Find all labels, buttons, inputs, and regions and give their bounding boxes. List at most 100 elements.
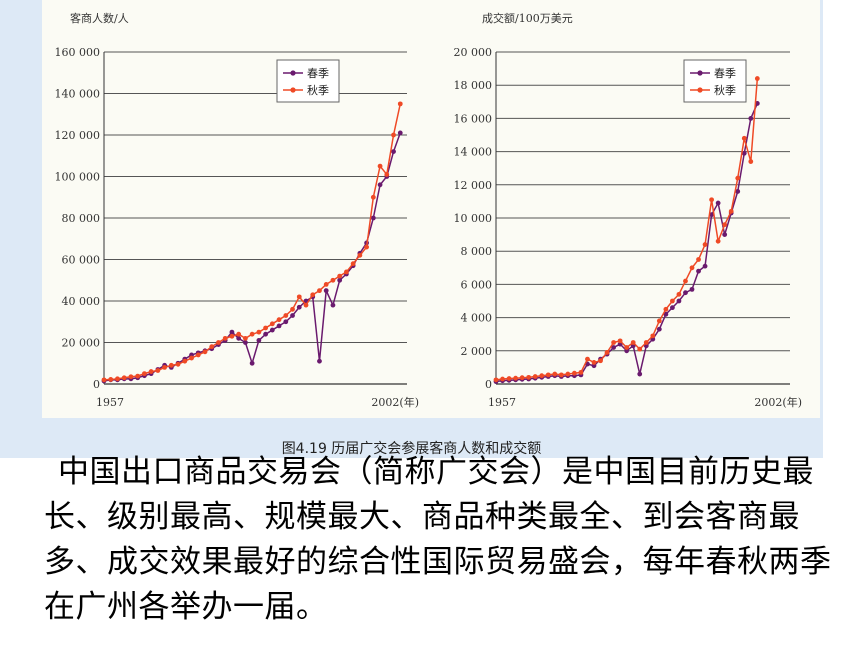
y-tick-label: 160 000 [55, 46, 101, 59]
data-point-autumn [650, 333, 656, 339]
data-point-autumn [263, 325, 268, 331]
data-point-spring [337, 277, 343, 283]
data-point-autumn [572, 370, 577, 376]
data-point-autumn [276, 317, 282, 323]
data-point-autumn [303, 302, 309, 308]
data-point-autumn [506, 376, 512, 381]
data-point-autumn [283, 313, 289, 318]
data-point-autumn [624, 345, 630, 350]
data-point-autumn [500, 376, 505, 382]
data-point-autumn [611, 340, 616, 345]
data-point-spring [656, 326, 662, 332]
data-point-spring [702, 263, 708, 269]
data-point-spring [256, 338, 262, 343]
legend-marker [697, 70, 703, 76]
data-point-autumn [397, 101, 403, 107]
data-point-spring [263, 331, 268, 337]
figure-caption: 图4.19 历届广交会参展客商人数和成交额 [281, 441, 542, 457]
series-line-spring [103, 132, 401, 382]
data-point-autumn [249, 331, 255, 337]
data-point-spring [709, 212, 714, 218]
data-point-autumn [702, 242, 708, 247]
data-point-spring [715, 200, 721, 206]
data-point-autumn [155, 368, 161, 373]
data-point-spring [283, 319, 289, 325]
data-point-spring [317, 358, 322, 364]
data-point-autumn [101, 377, 107, 383]
data-point-autumn [519, 375, 525, 381]
data-point-autumn [630, 340, 636, 345]
data-point-autumn [243, 335, 248, 341]
data-point-autumn [344, 269, 349, 275]
y-tick-label: 60 000 [62, 254, 101, 267]
data-point-autumn [539, 373, 545, 379]
y-tick-label: 0 [93, 378, 100, 391]
y-tick-label: 18 000 [454, 79, 493, 92]
data-point-autumn [558, 372, 564, 378]
data-point-autumn [337, 273, 343, 279]
data-point-autumn [189, 355, 194, 361]
data-point-autumn [565, 371, 571, 377]
chart-turnover: 成交额/100万美元 0 2 000 4 000 6 000 8 000 10 000 12 … [454, 11, 803, 409]
data-point-autumn [391, 132, 396, 138]
data-point-autumn [269, 321, 275, 327]
data-point-autumn [377, 163, 383, 169]
legend-marker [290, 70, 296, 76]
y-tick-label: 40 000 [62, 295, 101, 308]
data-point-autumn [683, 278, 688, 284]
legend-label: 秋季 [714, 83, 736, 97]
data-point-autumn [754, 76, 760, 81]
y-tick-label: 80 000 [62, 212, 101, 225]
x-tick-label: 1957 [96, 396, 124, 409]
data-point-autumn [670, 298, 675, 304]
chart-visitors: 客商人数/人 0 20 000 40 000 60 000 80 000 100 000 12… [55, 11, 420, 409]
y-tick-label: 2 000 [461, 345, 493, 358]
y-tick-label: 4 000 [461, 312, 493, 325]
data-point-autumn [202, 349, 208, 355]
data-point-autumn [715, 238, 721, 244]
data-point-spring [735, 189, 741, 194]
x-tick-label: 1957 [488, 396, 516, 409]
data-point-spring [663, 311, 669, 317]
y-tick-label: 0 [485, 378, 492, 391]
data-point-autumn [195, 352, 201, 358]
legend-marker [697, 87, 703, 93]
data-point-autumn [128, 374, 134, 380]
data-point-spring [591, 363, 597, 369]
data-point-spring [676, 298, 682, 304]
description-text: 中国出口商品交易会（简称广交会）是中国目前历史最长、级别最高、规模最大、商品种类… [44, 454, 832, 625]
data-point-autumn [330, 277, 336, 283]
data-point-spring [276, 323, 282, 329]
data-point-autumn [696, 257, 701, 262]
data-point-spring [377, 182, 383, 188]
series-line-autumn [495, 78, 759, 381]
chart-panel: 客商人数/人 0 20 000 40 000 60 000 80 000 100 000 12… [42, 0, 820, 418]
data-point-autumn [384, 172, 390, 177]
series-line-autumn [103, 103, 401, 381]
y-axis-label: 客商人数/人 [70, 11, 129, 25]
data-point-spring [611, 345, 616, 350]
data-point-spring [624, 348, 630, 354]
data-point-spring [637, 371, 643, 377]
data-point-autumn [290, 306, 295, 312]
y-axis-label: 成交额/100万美元 [482, 11, 573, 25]
y-tick-label: 10 000 [454, 212, 493, 225]
data-point-autumn [722, 222, 728, 228]
y-tick-label: 20 000 [454, 46, 493, 59]
data-point-spring [741, 150, 747, 156]
y-tick-label: 14 000 [454, 146, 493, 159]
data-point-autumn [222, 335, 228, 341]
data-point-autumn [637, 346, 643, 352]
data-point-autumn [663, 306, 669, 312]
data-point-spring [670, 305, 675, 311]
data-point-spring [243, 340, 248, 345]
legend-marker [290, 87, 296, 93]
data-point-autumn [741, 135, 747, 141]
data-point-autumn [552, 371, 558, 377]
data-point-autumn [317, 288, 322, 294]
y-tick-label: 20 000 [62, 337, 101, 350]
data-point-autumn [175, 361, 181, 367]
data-point-autumn [182, 358, 188, 364]
legend-box [683, 59, 747, 103]
data-point-autumn [209, 344, 215, 350]
